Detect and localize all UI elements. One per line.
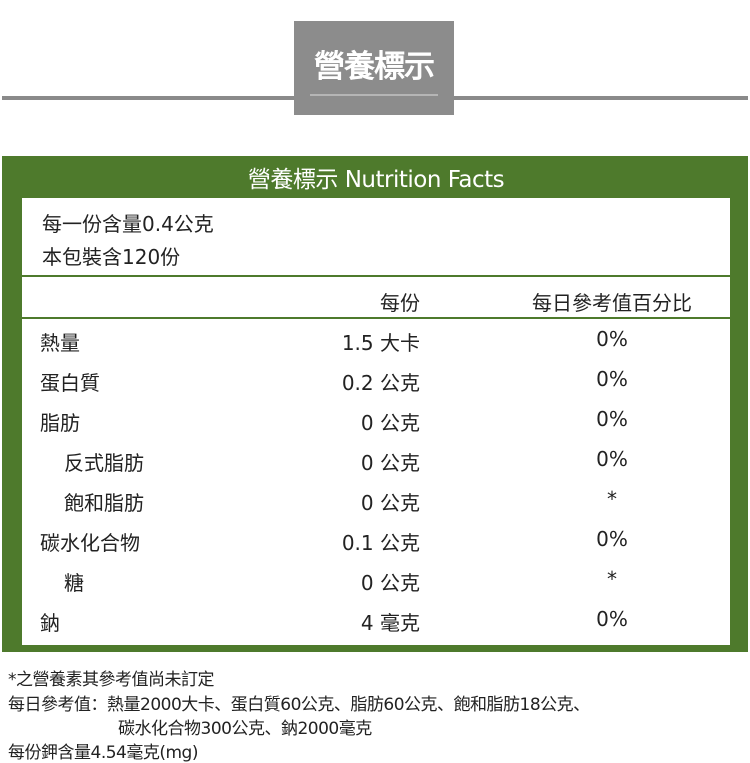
col-per-serving: 每份 — [380, 291, 420, 315]
nutrient-row: 反式脂肪 0 公克 0% — [22, 447, 730, 487]
nutrient-name: 脂肪 — [40, 411, 80, 435]
nutrient-amount: 1.5 大卡 — [341, 331, 420, 355]
nutrient-name: 熱量 — [40, 331, 80, 355]
nutrient-row: 蛋白質 0.2 公克 0% — [22, 367, 730, 407]
nutrient-amount: 4 毫克 — [360, 611, 420, 635]
nutrient-amount: 0 公克 — [360, 491, 420, 515]
nutrient-row: 鈉 4 毫克 0% — [22, 607, 730, 647]
separator — [22, 275, 730, 277]
banner-underline — [310, 94, 438, 96]
column-header-row: 每份 每日參考值百分比 — [22, 287, 730, 327]
nutrient-amount: 0 公克 — [360, 411, 420, 435]
footnote: *之營養素其參考值尚未訂定 — [8, 670, 215, 690]
separator — [22, 317, 730, 319]
nutrient-daily-pct: 0% — [596, 447, 628, 471]
nutrition-label-body: 營養標示 Nutrition Facts 每一份含量0.4公克 本包裝含120份… — [22, 163, 730, 645]
serving-size: 每一份含量0.4公克 — [42, 212, 214, 236]
nutrient-name: 糖 — [64, 571, 84, 595]
nutrient-daily-pct: 0% — [596, 407, 628, 431]
nutrient-amount: 0 公克 — [360, 451, 420, 475]
nutrient-name: 反式脂肪 — [64, 451, 144, 475]
nutrient-daily-pct: 0% — [596, 327, 628, 351]
nutrient-daily-pct: 0% — [596, 367, 628, 391]
nutrient-row: 脂肪 0 公克 0% — [22, 407, 730, 447]
footnote: 每日參考值：熱量2000大卡、蛋白質60公克、脂肪60公克、飽和脂肪18公克、 — [8, 695, 590, 715]
banner-title-box: 營養標示 — [294, 21, 454, 115]
nutrient-name: 飽和脂肪 — [64, 491, 144, 515]
nutrient-amount: 0.2 公克 — [341, 371, 420, 395]
nutrition-label: 營養標示 Nutrition Facts 每一份含量0.4公克 本包裝含120份… — [2, 156, 748, 652]
servings-per-package: 本包裝含120份 — [42, 245, 181, 269]
nutrient-daily-pct: 0% — [596, 607, 628, 631]
col-daily-pct: 每日參考值百分比 — [532, 291, 692, 315]
nutrient-name: 鈉 — [40, 611, 60, 635]
nutrient-daily-pct: * — [607, 487, 617, 511]
nutrient-daily-pct: 0% — [596, 527, 628, 551]
nutrient-amount: 0 公克 — [360, 571, 420, 595]
footnote: 碳水化合物300公克、鈉2000毫克 — [118, 719, 372, 739]
nutrient-name: 蛋白質 — [40, 371, 100, 395]
banner-title: 營養標示 — [314, 49, 435, 85]
nutrient-row: 熱量 1.5 大卡 0% — [22, 327, 730, 367]
nutrient-name: 碳水化合物 — [40, 531, 140, 555]
nutrient-amount: 0.1 公克 — [341, 531, 420, 555]
nutrient-row: 飽和脂肪 0 公克 * — [22, 487, 730, 527]
nutrient-row: 碳水化合物 0.1 公克 0% — [22, 527, 730, 567]
nutrient-row: 糖 0 公克 * — [22, 567, 730, 607]
nutrition-label-header: 營養標示 Nutrition Facts — [22, 163, 730, 198]
nutrient-daily-pct: * — [607, 567, 617, 591]
